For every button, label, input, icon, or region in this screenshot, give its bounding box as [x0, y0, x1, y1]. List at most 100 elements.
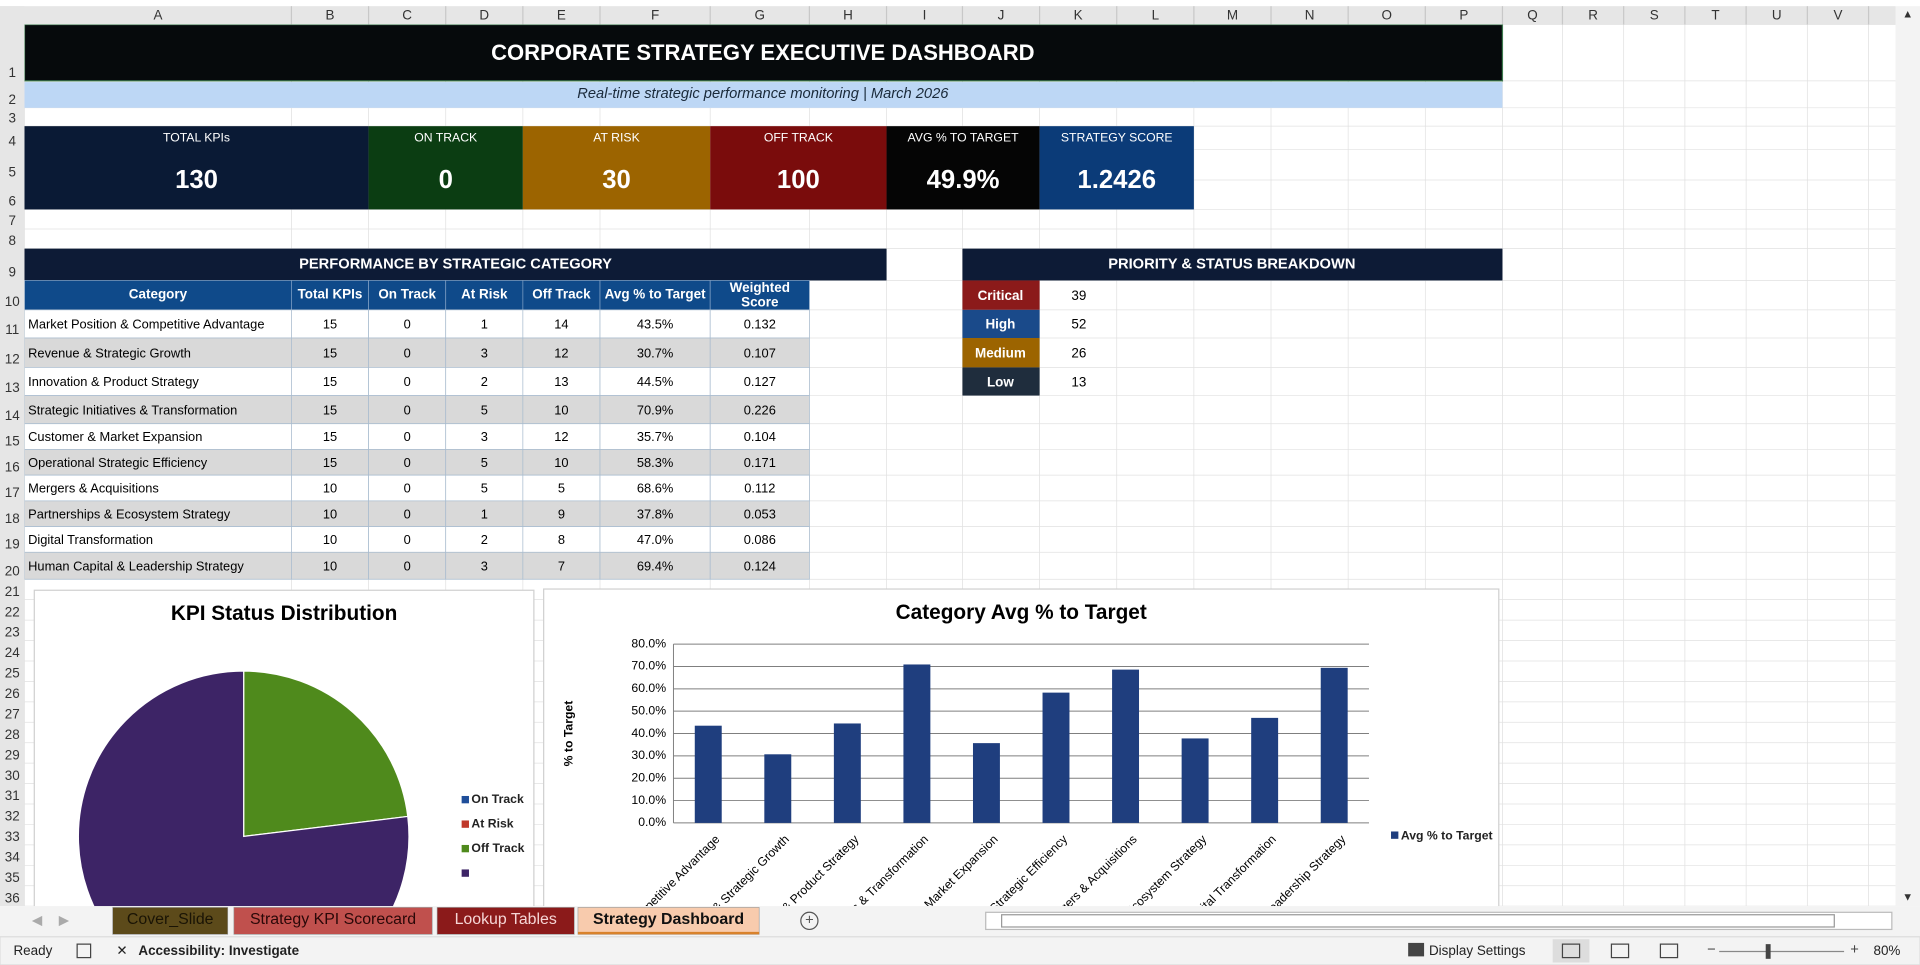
sheet-tab-label[interactable]: Strategy KPI Scorecard — [250, 911, 416, 928]
row-header[interactable]: 25 — [5, 666, 20, 681]
column-header[interactable]: G — [755, 8, 765, 23]
column-header[interactable]: H — [843, 8, 853, 23]
row-header[interactable]: 1 — [9, 65, 16, 80]
sheet-tab[interactable] — [233, 907, 433, 935]
row-header[interactable]: 14 — [5, 408, 20, 423]
row-header[interactable]: 23 — [5, 625, 20, 640]
row-header[interactable]: 16 — [5, 459, 20, 474]
sheet-tab[interactable] — [577, 907, 760, 935]
vertical-scrollbar[interactable] — [1895, 6, 1920, 907]
table-value: Revenue & Strategic Growth — [28, 345, 191, 360]
normal-view[interactable] — [1552, 939, 1590, 963]
table-header-cell — [368, 280, 447, 311]
column-header[interactable]: U — [1772, 8, 1782, 23]
zoom-out[interactable]: − — [1707, 942, 1716, 958]
row-header[interactable]: 7 — [9, 213, 16, 228]
row-header[interactable]: 34 — [5, 850, 20, 865]
table-value: 3 — [481, 345, 488, 360]
column-header[interactable]: V — [1833, 8, 1842, 23]
table-cell — [368, 395, 447, 425]
column-header[interactable]: A — [153, 8, 162, 23]
table-cell — [445, 367, 524, 396]
row-header[interactable]: 26 — [5, 686, 20, 701]
row-header[interactable]: 35 — [5, 870, 20, 885]
table-cell — [709, 309, 810, 339]
scroll-up[interactable]: ▲ — [1902, 9, 1913, 21]
row-header[interactable]: 22 — [5, 604, 20, 619]
row-header[interactable]: 33 — [5, 829, 20, 844]
row-header[interactable]: 9 — [9, 265, 16, 280]
page-layout-view[interactable] — [1610, 943, 1630, 959]
table-cell — [522, 395, 601, 425]
column-header[interactable]: J — [998, 8, 1005, 23]
column-header[interactable]: D — [479, 8, 489, 23]
zoom-in[interactable]: + — [1850, 942, 1859, 958]
row-header[interactable]: 8 — [9, 233, 16, 248]
column-header[interactable]: R — [1588, 8, 1598, 23]
column-header[interactable]: E — [557, 8, 566, 23]
sheet-tab[interactable] — [112, 907, 229, 935]
column-header[interactable]: N — [1305, 8, 1315, 23]
add-sheet[interactable] — [800, 911, 819, 931]
row-header[interactable]: 19 — [5, 537, 20, 552]
priority-count: 26 — [1071, 345, 1086, 360]
table-cell — [709, 423, 810, 450]
table-value: Innovation & Product Strategy — [28, 374, 199, 389]
page-break-view[interactable] — [1659, 943, 1679, 959]
table-cell — [522, 423, 601, 450]
column-header[interactable]: O — [1382, 8, 1392, 23]
column-header[interactable]: I — [923, 8, 927, 23]
table-value: 68.6% — [637, 481, 673, 496]
column-header[interactable]: K — [1074, 8, 1083, 23]
row-header[interactable]: 6 — [9, 194, 16, 209]
row-header[interactable]: 5 — [9, 164, 16, 179]
row-header[interactable]: 20 — [5, 563, 20, 578]
zoom-thumb[interactable] — [1765, 944, 1771, 959]
row-header[interactable]: 24 — [5, 645, 20, 660]
sheet-tab-label[interactable]: Strategy Dashboard — [593, 911, 744, 928]
column-header[interactable]: C — [402, 8, 412, 23]
scroll-down[interactable]: ▼ — [1902, 892, 1913, 904]
row-header[interactable]: 36 — [5, 890, 20, 905]
column-header[interactable]: L — [1152, 8, 1160, 23]
display-settings[interactable]: Display Settings — [1429, 943, 1526, 958]
row-header[interactable]: 21 — [5, 584, 20, 599]
row-header[interactable]: 15 — [5, 434, 20, 449]
sheet-tab-label[interactable]: Lookup Tables — [455, 911, 557, 928]
row-header[interactable]: 28 — [5, 727, 20, 742]
table-cell — [599, 367, 711, 396]
column-header[interactable]: M — [1227, 8, 1238, 23]
scroll-thumb[interactable] — [1001, 914, 1835, 928]
row-header[interactable]: 27 — [5, 706, 20, 721]
row-header[interactable]: 30 — [5, 768, 20, 783]
row-header[interactable]: 18 — [5, 511, 20, 526]
table-cell — [291, 526, 369, 553]
column-header[interactable]: S — [1650, 8, 1659, 23]
column-header[interactable]: P — [1459, 8, 1468, 23]
column-header[interactable]: T — [1711, 8, 1719, 23]
column-header[interactable]: Q — [1527, 8, 1537, 23]
row-header[interactable]: 17 — [5, 485, 20, 500]
accessibility[interactable]: Accessibility: Investigate — [138, 943, 299, 958]
row-header[interactable]: 13 — [5, 380, 20, 395]
tab-prev[interactable]: ◀ — [32, 912, 43, 927]
row-header[interactable]: 32 — [5, 809, 20, 824]
row-header[interactable]: 12 — [5, 352, 20, 367]
sheet-tab[interactable] — [436, 907, 575, 935]
tab-next[interactable]: ▶ — [59, 912, 70, 927]
row-header[interactable]: 4 — [9, 134, 17, 149]
row-header[interactable]: 2 — [9, 92, 16, 107]
row-header[interactable]: 11 — [5, 322, 19, 337]
row-header[interactable]: 3 — [9, 110, 16, 125]
table-value: 0.124 — [744, 558, 776, 573]
column-header[interactable]: B — [326, 8, 335, 23]
row-header[interactable]: 10 — [5, 294, 20, 309]
macro-icon[interactable] — [76, 943, 92, 959]
zoom-level[interactable]: 80% — [1873, 943, 1900, 958]
column-header[interactable]: F — [651, 8, 659, 23]
table-value: 30.7% — [637, 345, 673, 360]
table-cell — [368, 367, 447, 396]
sheet-tab-label[interactable]: Cover_Slide — [127, 911, 214, 928]
row-header[interactable]: 31 — [5, 788, 20, 803]
row-header[interactable]: 29 — [5, 747, 20, 762]
